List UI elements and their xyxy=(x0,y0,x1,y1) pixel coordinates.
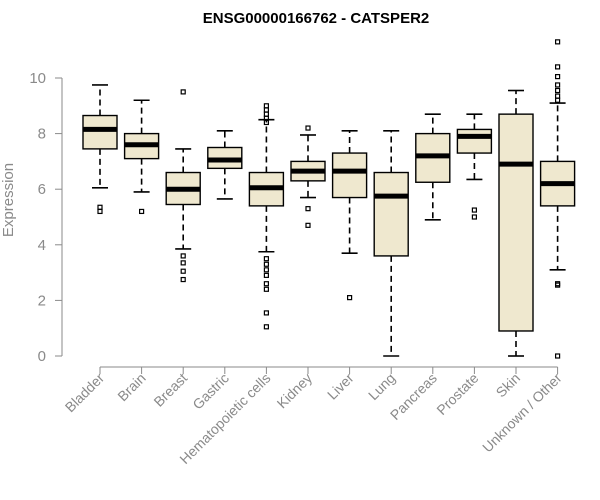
outlier-point xyxy=(180,276,186,283)
y-tick-label: 0 xyxy=(38,348,46,365)
outlier-point xyxy=(263,267,269,273)
outlier-point xyxy=(554,82,561,88)
outlier-point xyxy=(263,286,269,292)
outlier-point xyxy=(305,125,311,131)
outlier-point xyxy=(263,119,269,126)
outlier-point xyxy=(263,324,269,330)
outlier-point xyxy=(139,208,145,215)
outlier-point xyxy=(263,111,269,117)
chart-title: ENSG00000166762 - CATSPER2 xyxy=(203,10,430,27)
box-skin xyxy=(498,89,534,357)
outlier-point xyxy=(305,206,311,212)
x-tick-label: Unknown / Other xyxy=(479,370,565,456)
outlier-point xyxy=(263,256,269,262)
outlier-point xyxy=(554,282,561,288)
box-prostate xyxy=(456,113,493,220)
y-tick-label: 8 xyxy=(38,126,46,143)
iqr-box xyxy=(373,171,409,257)
outlier-point xyxy=(180,268,186,274)
outlier-point xyxy=(97,204,103,210)
box-unknown-other xyxy=(539,39,576,359)
x-tick-label: Bladder xyxy=(62,370,108,416)
box-lung xyxy=(373,130,409,357)
outlier-point xyxy=(263,272,269,278)
box-liver xyxy=(331,130,368,301)
y-axis-label: Expression xyxy=(0,163,17,237)
y-tick-label: 4 xyxy=(38,237,46,254)
x-tick-label: Breast xyxy=(150,370,190,410)
outlier-point xyxy=(554,39,561,45)
iqr-box xyxy=(331,152,368,199)
outlier-point xyxy=(554,87,561,94)
y-tick-label: 6 xyxy=(38,181,46,198)
iqr-box xyxy=(82,114,118,150)
box-gastric xyxy=(207,130,243,200)
outlier-point xyxy=(180,260,186,266)
y-tick-label: 2 xyxy=(38,292,46,309)
outlier-point xyxy=(471,207,477,213)
outlier-point xyxy=(263,310,269,316)
iqr-box xyxy=(456,128,493,154)
x-tick-label: Prostate xyxy=(433,370,481,418)
outlier-point xyxy=(263,107,269,113)
box-brain xyxy=(123,99,160,215)
outlier-point xyxy=(263,103,269,109)
outlier-point xyxy=(554,74,561,80)
outlier-point xyxy=(554,97,561,103)
outlier-point xyxy=(180,253,186,259)
boxes-layer xyxy=(82,39,576,359)
box-kidney xyxy=(290,125,326,228)
outlier-point xyxy=(347,295,353,301)
outlier-point xyxy=(180,89,186,95)
outlier-point xyxy=(263,281,269,287)
box-bladder xyxy=(82,84,118,215)
outlier-point xyxy=(554,64,561,70)
outlier-point xyxy=(305,222,311,228)
x-tick-label: Liver xyxy=(324,370,357,403)
outlier-point xyxy=(554,93,561,99)
y-tick-label: 10 xyxy=(29,70,46,87)
outlier-point xyxy=(97,208,103,215)
box-pancreas xyxy=(415,113,451,221)
axes: 0 2 4 6 8 10 xyxy=(29,70,559,374)
box-breast xyxy=(165,89,201,283)
x-tick-label: Brain xyxy=(114,370,148,404)
outlier-point xyxy=(554,353,561,359)
x-tick-label: Kidney xyxy=(274,370,316,412)
outlier-point xyxy=(263,115,269,121)
outlier-point xyxy=(471,214,477,220)
iqr-box xyxy=(498,113,534,332)
x-tick-label: Lung xyxy=(365,370,398,403)
outlier-point xyxy=(263,261,269,267)
box-hematopoietic-cells xyxy=(248,103,285,330)
x-tick-label: Skin xyxy=(493,370,524,401)
